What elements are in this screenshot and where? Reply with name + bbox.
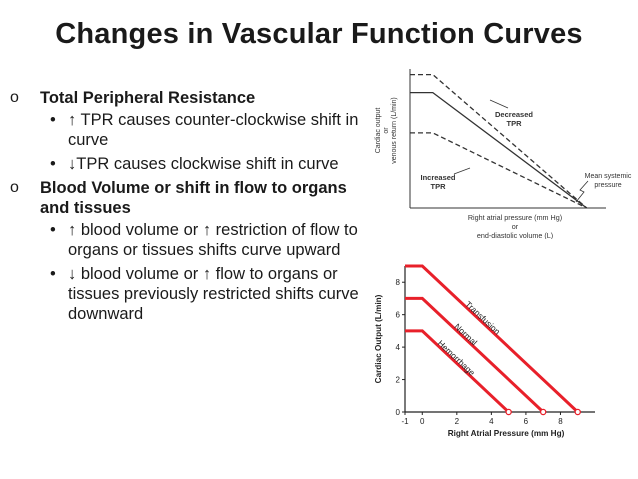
- bullet-tpr: o Total Peripheral Resistance: [10, 88, 360, 108]
- tpr-chart: Cardiac outputorvenous return (L/min) Rig…: [370, 64, 635, 240]
- x-axis-label-line: Right atrial pressure (mm Hg): [468, 213, 562, 222]
- x-axis-label-line: or: [512, 222, 519, 231]
- curve-2: [410, 132, 587, 209]
- x-axis-label: Right Atrial Pressure (mm Hg): [448, 429, 565, 438]
- x-tick-label: 4: [489, 417, 494, 426]
- x-tick-label: 0: [420, 417, 425, 426]
- bullet-list: o Total Peripheral Resistance • ↑ TPR ca…: [10, 88, 360, 328]
- y-tick-label: 4: [396, 343, 401, 352]
- sub-bullet-increased-tpr: • ↑ TPR causes counter-clockwise shift i…: [10, 110, 360, 150]
- increased-tpr-label-1: Increased: [420, 173, 455, 182]
- sub-bullet-text: ↑ blood volume or ↑ restriction of flow …: [68, 221, 358, 259]
- mean-systemic-label-2: pressure: [594, 182, 621, 189]
- series-end-marker: [505, 408, 512, 416]
- sub-bullet-marker: •: [50, 155, 56, 173]
- increased-tpr-label-2: TPR: [431, 182, 447, 191]
- x-axis-label-line: end-diastolic volume (L): [477, 231, 553, 239]
- y-tick-label: 0: [396, 408, 401, 417]
- bullet-marker: o: [10, 179, 19, 196]
- sub-bullet-text: ↑ TPR causes counter-clockwise shift in …: [68, 111, 359, 149]
- bullet-blood-volume: o Blood Volume or shift in flow to organ…: [10, 178, 360, 218]
- x-tick-label: 2: [455, 417, 460, 426]
- sub-bullet-marker: •: [50, 111, 56, 129]
- y-axis-label: Cardiac outputorvenous return (L/min): [375, 97, 398, 164]
- y-axis-label-line: venous return (L/min): [391, 97, 398, 164]
- sub-bullet-marker: •: [50, 221, 56, 239]
- curve-1: [410, 91, 588, 209]
- x-tick-label: 6: [524, 417, 529, 426]
- bullet-text: Total Peripheral Resistance: [40, 89, 256, 107]
- decreased-tpr-pointer: [489, 99, 509, 109]
- x-tick-label: 8: [558, 417, 563, 426]
- bullet-text: Blood Volume or shift in flow to organs …: [40, 179, 347, 217]
- y-axis-label-line: or: [383, 127, 390, 134]
- decreased-tpr-label-1: Decreased: [495, 110, 533, 119]
- y-axis-label: Cardiac Output (L/min): [374, 294, 383, 383]
- sub-bullet-text: ↓ blood volume or ↑ flow to organs or ti…: [68, 265, 359, 323]
- series-end-marker: [539, 408, 547, 416]
- series-line-normal: [405, 296, 545, 414]
- sub-bullet-increased-volume: • ↑ blood volume or ↑ restriction of flo…: [10, 220, 360, 260]
- tpr-chart-svg: Cardiac outputorvenous return (L/min)Rig…: [375, 69, 632, 240]
- sub-bullet-marker: •: [50, 265, 56, 283]
- decreased-tpr-label-2: TPR: [507, 119, 523, 128]
- slide-title: Changes in Vascular Function Curves: [55, 18, 583, 50]
- increased-tpr-pointer: [453, 167, 471, 175]
- series-line-transfusion: [405, 264, 579, 414]
- sub-bullet-decreased-tpr: • ↓TPR causes clockwise shift in curve: [10, 154, 360, 174]
- y-tick-label: 2: [396, 376, 401, 385]
- y-axis-label-line: Cardiac output: [375, 108, 382, 154]
- mean-systemic-pointer: [575, 180, 589, 203]
- series-label-normal: Normal: [452, 321, 479, 347]
- x-tick-label: -1: [401, 417, 409, 426]
- series-line-hemorrhage: [405, 329, 510, 414]
- blood-volume-chart: 0 2 4 6 8 -1 0 2 4 6 8 Cardiac Output (L/min) Right …: [367, 262, 625, 438]
- sub-bullet-decreased-volume: • ↓ blood volume or ↑ flow to organs or …: [10, 264, 360, 324]
- bullet-marker: o: [10, 89, 19, 106]
- series-end-marker: [574, 408, 581, 416]
- y-tick-label: 6: [396, 311, 401, 320]
- mean-systemic-label-1: Mean systemic: [585, 173, 632, 180]
- y-tick-label: 8: [396, 278, 401, 287]
- sub-bullet-text: ↓TPR causes clockwise shift in curve: [68, 155, 339, 173]
